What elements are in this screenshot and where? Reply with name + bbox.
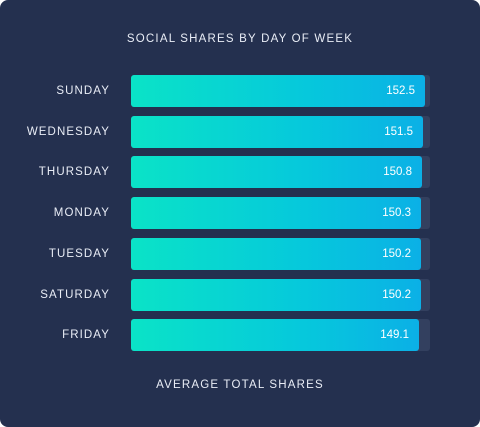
bar-row: MONDAY 150.3	[0, 197, 480, 229]
bar	[131, 279, 421, 311]
bar-row: SUNDAY 152.5	[0, 75, 480, 107]
bar-row: WEDNESDAY 151.5	[0, 116, 480, 148]
value-label: 150.3	[382, 207, 411, 219]
value-label: 150.2	[382, 289, 411, 301]
value-label: 149.1	[380, 329, 409, 341]
bar	[131, 156, 422, 188]
bar-row: SATURDAY 150.2	[0, 279, 480, 311]
bar	[131, 197, 421, 229]
bar	[131, 75, 425, 107]
category-label: TUESDAY	[48, 248, 110, 260]
chart-title: SOCIAL SHARES BY DAY OF WEEK	[126, 33, 354, 45]
category-label: SATURDAY	[40, 289, 110, 301]
category-label: FRIDAY	[62, 329, 110, 341]
bar-row: TUESDAY 150.2	[0, 238, 480, 270]
x-axis-label: AVERAGE TOTAL SHARES	[156, 379, 324, 391]
value-label: 150.8	[383, 166, 412, 178]
category-label: THURSDAY	[38, 166, 110, 178]
category-label: SUNDAY	[56, 85, 110, 97]
bar	[131, 238, 421, 270]
category-label: WEDNESDAY	[26, 126, 110, 138]
value-label: 150.2	[382, 248, 411, 260]
value-label: 152.5	[386, 85, 415, 97]
bar	[131, 116, 423, 148]
value-label: 151.5	[384, 126, 413, 138]
category-label: MONDAY	[53, 207, 110, 219]
bar	[131, 319, 419, 351]
bar-row: THURSDAY 150.8	[0, 156, 480, 188]
bar-row: FRIDAY 149.1	[0, 319, 480, 351]
